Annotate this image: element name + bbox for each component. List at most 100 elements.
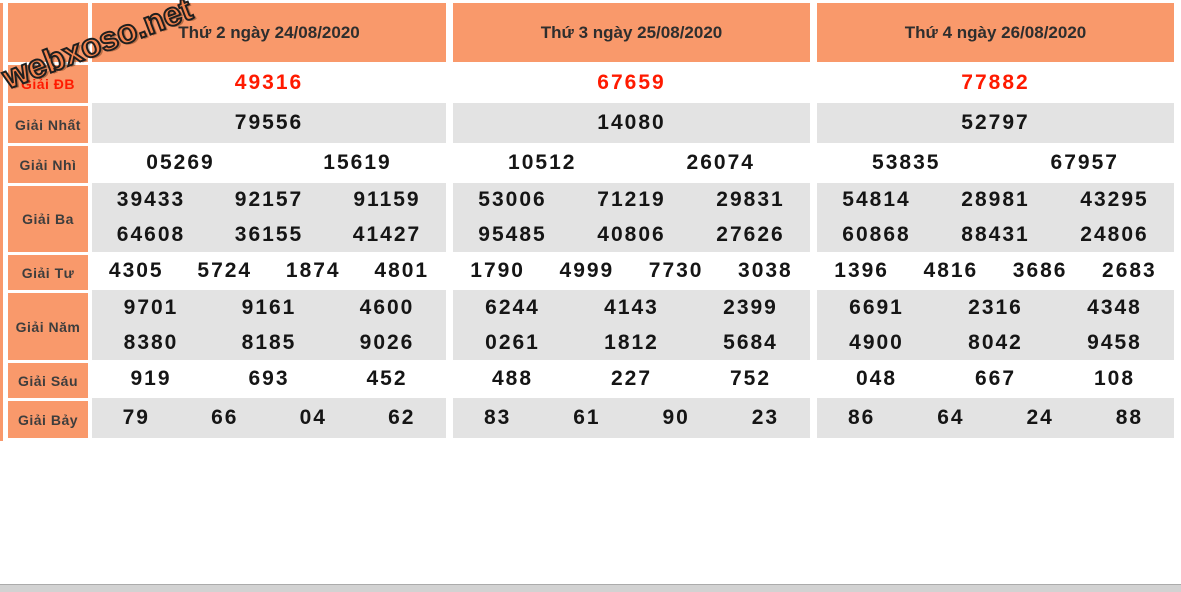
prize-number: 2683 <box>1102 259 1157 282</box>
prize-number: 8185 <box>241 330 297 354</box>
prize-number: 4801 <box>374 259 430 282</box>
prize-number: 4600 <box>359 295 415 319</box>
prize-number: 91159 <box>353 188 421 212</box>
day-header: Thứ 3 ngày 25/08/2020 <box>453 3 810 62</box>
prize-number: 26074 <box>686 151 755 174</box>
prize-number: 1396 <box>834 259 889 282</box>
prize-number: 4348 <box>1087 295 1142 319</box>
prize-number: 39433 <box>116 188 186 212</box>
prize-number: 5684 <box>723 330 778 354</box>
horizontal-scrollbar[interactable] <box>0 584 1181 592</box>
prize-number: 90 <box>662 406 690 429</box>
prize-number: 64608 <box>116 222 186 246</box>
prize-number: 53006 <box>478 188 547 212</box>
prize-number: 9161 <box>241 295 297 319</box>
prize-number: 10512 <box>508 151 577 174</box>
prize-number: 60868 <box>842 222 911 246</box>
prize-number: 4143 <box>604 295 659 319</box>
prize-label-nhat: Giải Nhất <box>8 103 88 143</box>
label-header-cell <box>8 3 88 62</box>
prize-number: 667 <box>974 367 1017 390</box>
prize-number: 452 <box>366 367 408 390</box>
prize-number: 88 <box>1115 406 1144 429</box>
prize-number: 79 <box>122 406 150 429</box>
prize-number: 54814 <box>842 188 911 212</box>
prize-number: 92157 <box>234 188 304 212</box>
prize-number: 5724 <box>197 259 253 282</box>
prize-number: 79556 <box>234 111 304 134</box>
prize-number: 67957 <box>1050 151 1119 174</box>
prize-label-ba: Giải Ba <box>8 183 88 252</box>
results-table: Giải ĐB Giải Nhất Giải Nhì Giải Ba Giải … <box>0 3 1174 441</box>
prize-number: 048 <box>855 367 898 390</box>
prize-number: 66 <box>211 406 239 429</box>
prize-number: 8380 <box>123 330 179 354</box>
prize-number: 3686 <box>1012 259 1068 282</box>
prize-number: 1874 <box>285 259 341 282</box>
prize-number: 29831 <box>716 188 785 212</box>
prize-number: 28981 <box>961 188 1030 212</box>
prize-number: 488 <box>491 367 534 390</box>
prize-number: 53835 <box>872 151 941 174</box>
prize-number: 14080 <box>597 111 666 134</box>
prize-number: 4816 <box>923 259 979 282</box>
prize-number: 752 <box>729 367 772 390</box>
prize-number: 9026 <box>359 330 415 354</box>
special-prize-number: 77882 <box>961 70 1030 94</box>
prize-number: 1790 <box>470 259 525 282</box>
prize-number: 71219 <box>597 188 666 212</box>
prize-number: 8042 <box>968 330 1023 354</box>
prize-number: 108 <box>1093 367 1136 390</box>
prize-number: 693 <box>248 367 290 390</box>
prize-label-sau: Giải Sáu <box>8 360 88 398</box>
prize-number: 2316 <box>968 295 1023 319</box>
prize-number: 04 <box>299 406 327 429</box>
special-prize-number: 67659 <box>597 70 666 94</box>
prize-number: 86 <box>847 406 876 429</box>
prize-number: 15619 <box>323 151 392 174</box>
prize-label-db: Giải ĐB <box>8 62 88 103</box>
prize-number: 9701 <box>123 295 179 319</box>
prize-number: 1812 <box>604 330 659 354</box>
prize-number: 2399 <box>723 295 778 319</box>
prize-number: 9458 <box>1087 330 1142 354</box>
prize-number: 4900 <box>849 330 904 354</box>
prize-number: 4999 <box>559 259 615 282</box>
prize-number: 40806 <box>597 222 666 246</box>
prize-number: 95485 <box>478 222 547 246</box>
day-column-1: Thứ 2 ngày 24/08/2020 49316 79556 05269 … <box>92 3 446 438</box>
prize-number: 83 <box>483 406 512 429</box>
prize-number: 6244 <box>485 295 540 319</box>
prize-number: 61 <box>573 406 601 429</box>
prize-number: 23 <box>751 406 780 429</box>
day-header: Thứ 2 ngày 24/08/2020 <box>92 3 446 62</box>
prize-number: 919 <box>130 367 172 390</box>
prize-label-bay: Giải Bảy <box>8 398 88 438</box>
prize-number: 24 <box>1026 406 1054 429</box>
prize-number: 43295 <box>1080 188 1149 212</box>
prize-number: 05269 <box>146 151 215 174</box>
table-left-border <box>0 3 3 441</box>
prize-number: 62 <box>388 406 416 429</box>
prize-number: 36155 <box>234 222 304 246</box>
prize-number: 4305 <box>108 259 164 282</box>
prize-number: 227 <box>610 367 653 390</box>
prize-number: 27626 <box>716 222 785 246</box>
prize-number: 6691 <box>849 295 904 319</box>
prize-label-tu: Giải Tư <box>8 252 88 290</box>
prize-label-nhi: Giải Nhì <box>8 143 88 183</box>
prize-number: 41427 <box>352 222 422 246</box>
prize-number: 7730 <box>648 259 704 282</box>
day-column-3: Thứ 4 ngày 26/08/2020 77882 52797 53835 … <box>817 3 1174 438</box>
day-column-2: Thứ 3 ngày 25/08/2020 67659 14080 10512 … <box>453 3 810 438</box>
prize-number: 24806 <box>1080 222 1149 246</box>
prize-number: 88431 <box>961 222 1030 246</box>
prize-number: 64 <box>937 406 965 429</box>
prize-number: 0261 <box>485 330 540 354</box>
special-prize-number: 49316 <box>234 70 304 94</box>
prize-number: 52797 <box>961 111 1030 134</box>
prize-label-column: Giải ĐB Giải Nhất Giải Nhì Giải Ba Giải … <box>8 3 88 438</box>
prize-number: 3038 <box>738 259 793 282</box>
day-header: Thứ 4 ngày 26/08/2020 <box>817 3 1174 62</box>
